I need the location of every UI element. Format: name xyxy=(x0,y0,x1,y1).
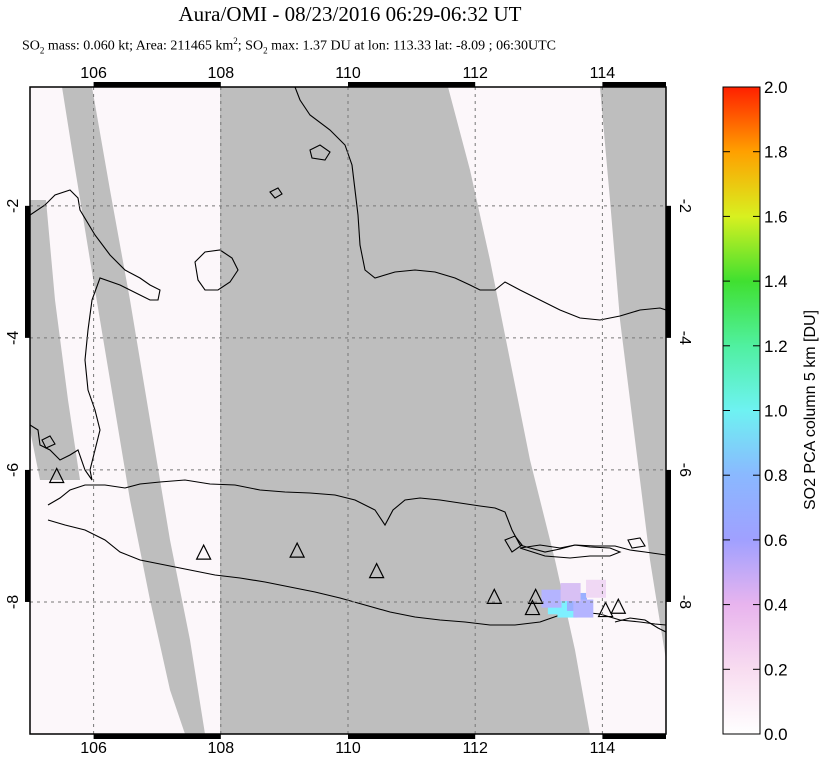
volcano-marker xyxy=(610,597,627,614)
y-tick-label-left: -8 xyxy=(5,595,22,609)
colorbar-tick-label: 1.6 xyxy=(764,207,788,226)
colorbar-label: SO2 PCA column 5 km [DU] xyxy=(802,310,819,510)
colorbar-tick-label: 0.4 xyxy=(764,596,788,615)
no-data-gap-left xyxy=(30,200,80,480)
y-tick-label-right: -6 xyxy=(676,463,693,477)
frame-bar-top xyxy=(93,82,221,87)
x-tick-label-bottom: 110 xyxy=(335,740,361,757)
colorbar-tick-label: 0.8 xyxy=(764,466,788,485)
frame-bar-left xyxy=(25,469,30,602)
frame-bar-right xyxy=(666,205,671,338)
no-data-edge-right xyxy=(636,87,666,367)
volcano-marker xyxy=(597,601,614,618)
tick-labels: 106 106 108 108 110 110 112 112 114 114 -2 -2 -4 -4 -6… xyxy=(5,65,693,757)
colorbar-tick-label: 0.6 xyxy=(764,531,788,550)
x-tick-label-top: 106 xyxy=(80,65,107,82)
valid-swath-right xyxy=(448,87,666,734)
y-tick-label-right: -2 xyxy=(676,199,693,213)
x-tick-label-top: 110 xyxy=(335,65,361,82)
colorbar-tick-label: 1.4 xyxy=(764,272,788,291)
frame-bar-left xyxy=(25,205,30,338)
colorbar-ticks: 0.0 0.2 0.4 0.6 0.8 1.0 1.2 1.4 1.6 1.8 2.0 xyxy=(723,78,788,744)
colorbar-tick-label: 2.0 xyxy=(764,78,788,97)
volcano-marker xyxy=(368,562,385,579)
x-tick-label-bottom: 112 xyxy=(462,740,488,757)
colorbar-tick-label: 1.8 xyxy=(764,143,788,162)
colorbar-tick-label: 1.0 xyxy=(764,402,788,421)
so2-pixels xyxy=(541,579,607,618)
y-tick-label-right: -4 xyxy=(676,331,693,345)
volcano-marker xyxy=(48,467,65,484)
volcano-marker xyxy=(289,541,306,558)
colorbar-tick-label: 0.2 xyxy=(764,660,788,679)
valid-swath-mid xyxy=(92,87,220,734)
frame-bar-top xyxy=(602,82,666,87)
colorbar-tick-label: 1.2 xyxy=(764,337,788,356)
chart-subtitle: SO2 mass: 0.060 kt; Area: 211465 km2; SO… xyxy=(22,36,556,56)
y-tick-label-left: -6 xyxy=(5,463,22,477)
volcano-marker xyxy=(486,587,503,604)
frame-bar-top xyxy=(348,82,476,87)
chart-title: Aura/OMI - 08/23/2016 06:29-06:32 UT xyxy=(178,2,522,26)
y-tick-label-left: -2 xyxy=(5,199,22,213)
gridlines xyxy=(30,87,666,734)
x-tick-label-bottom: 108 xyxy=(207,740,234,757)
frame-bar-bottom xyxy=(348,734,476,739)
colorbar: 0.0 0.2 0.4 0.6 0.8 1.0 1.2 1.4 1.6 1.8 2.0 SO2 PC… xyxy=(722,78,819,744)
frame-bar-right xyxy=(666,469,671,602)
so2-pixel xyxy=(586,579,607,598)
no-data-edge-right-top xyxy=(600,87,666,120)
x-tick-label-top: 108 xyxy=(207,65,234,82)
so2-pixel xyxy=(560,583,581,602)
valid-swath-left xyxy=(30,87,185,734)
frame-bar-bottom xyxy=(93,734,221,739)
volcano-marker xyxy=(524,599,541,616)
x-tick-label-top: 112 xyxy=(462,65,488,82)
x-tick-label-bottom: 114 xyxy=(590,740,616,757)
x-tick-label-bottom: 106 xyxy=(80,740,107,757)
map-frame xyxy=(25,82,671,739)
y-tick-label-left: -4 xyxy=(5,331,22,345)
volcano-markers xyxy=(48,467,627,618)
x-tick-label-top: 114 xyxy=(590,65,616,82)
frame-bar-bottom xyxy=(602,734,666,739)
volcano-marker xyxy=(527,587,544,604)
y-tick-label-right: -8 xyxy=(676,595,693,609)
so2-pixel xyxy=(573,599,594,618)
colorbar-tick-label: 0.0 xyxy=(764,725,788,744)
volcano-marker xyxy=(195,543,212,560)
so2-pixel xyxy=(541,589,562,608)
